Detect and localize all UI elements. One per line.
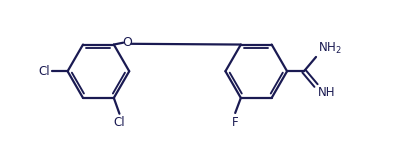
Text: F: F [232,116,238,129]
Text: NH$_2$: NH$_2$ [318,41,342,56]
Text: O: O [122,36,132,49]
Text: Cl: Cl [114,116,125,129]
Text: NH: NH [318,86,335,99]
Text: Cl: Cl [38,65,50,78]
